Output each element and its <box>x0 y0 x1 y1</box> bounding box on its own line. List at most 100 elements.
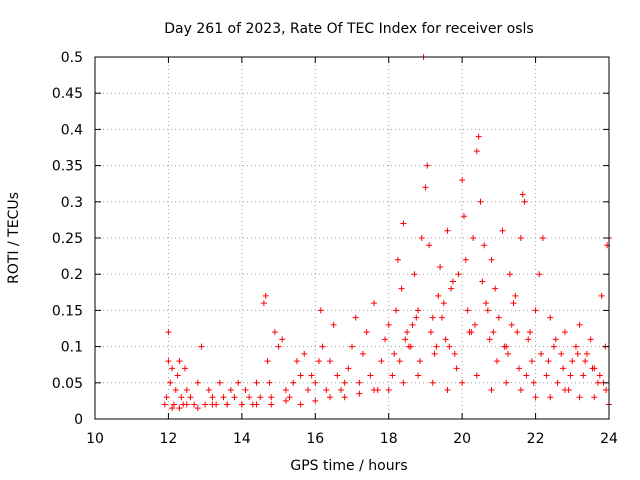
data-point <box>516 365 523 372</box>
data-point <box>400 220 407 227</box>
data-point <box>317 307 324 314</box>
data-point <box>572 343 579 350</box>
y-tick-label: 0.25 <box>52 231 83 247</box>
data-point <box>550 343 557 350</box>
data-point <box>429 379 436 386</box>
data-point <box>198 343 205 350</box>
data-point <box>345 365 352 372</box>
data-point <box>459 379 466 386</box>
data-point <box>242 387 249 394</box>
data-points <box>161 54 612 412</box>
data-point <box>510 300 517 307</box>
data-point <box>191 401 198 408</box>
data-point <box>319 343 326 350</box>
y-tick-label: 0.3 <box>61 195 83 211</box>
data-point <box>440 300 447 307</box>
data-point <box>576 321 583 328</box>
data-point <box>323 387 330 394</box>
data-point <box>165 329 172 336</box>
data-point <box>545 358 552 365</box>
data-point <box>547 314 554 321</box>
data-point <box>393 307 400 314</box>
data-point <box>536 271 543 278</box>
grid <box>95 57 609 419</box>
data-point <box>163 394 170 401</box>
data-point <box>246 394 253 401</box>
x-tick-label: 10 <box>86 431 104 447</box>
data-point <box>583 350 590 357</box>
data-point <box>416 358 423 365</box>
data-point <box>161 401 168 408</box>
data-point <box>183 401 190 408</box>
data-point <box>449 278 456 285</box>
data-point <box>488 387 495 394</box>
data-point <box>253 379 260 386</box>
data-point <box>293 358 300 365</box>
data-point <box>356 390 363 397</box>
data-point <box>257 394 264 401</box>
data-point <box>514 329 521 336</box>
data-point <box>471 321 478 328</box>
data-point <box>468 329 475 336</box>
data-point <box>194 405 201 412</box>
data-point <box>527 329 534 336</box>
data-point <box>330 321 337 328</box>
data-point <box>589 365 596 372</box>
data-point <box>460 213 467 220</box>
data-point <box>473 148 480 155</box>
data-point <box>567 372 574 379</box>
data-point <box>598 292 605 299</box>
data-point <box>341 394 348 401</box>
axis-ticks: 10 12 14 16 18 20 22 24 0 0.05 0.1 0.15 0.2 0.25 0.3 0.… <box>52 50 618 447</box>
y-tick-label: 0.5 <box>61 50 83 66</box>
data-point <box>264 358 271 365</box>
data-point <box>462 256 469 263</box>
data-point <box>532 307 539 314</box>
data-point <box>429 314 436 321</box>
data-point <box>594 379 601 386</box>
data-point <box>490 329 497 336</box>
data-point <box>167 379 174 386</box>
data-point <box>413 314 420 321</box>
data-point <box>505 350 512 357</box>
data-point <box>385 387 392 394</box>
data-point <box>402 336 409 343</box>
data-point <box>455 271 462 278</box>
data-point <box>543 372 550 379</box>
data-point <box>459 177 466 184</box>
data-point <box>382 336 389 343</box>
data-point <box>521 198 528 205</box>
x-tick-label: 18 <box>380 431 398 447</box>
data-point <box>448 285 455 292</box>
data-point <box>560 365 567 372</box>
data-point <box>539 235 546 241</box>
y-tick-label: 0.2 <box>61 267 83 283</box>
data-point <box>508 321 515 328</box>
data-point <box>290 379 297 386</box>
y-tick-label: 0.4 <box>61 122 83 138</box>
y-tick-label: 0.45 <box>52 86 83 102</box>
data-point <box>262 292 269 299</box>
data-point <box>552 336 559 343</box>
data-point <box>444 387 451 394</box>
data-point <box>315 358 322 365</box>
data-point <box>400 379 407 386</box>
data-point <box>385 321 392 328</box>
data-point <box>424 162 431 169</box>
data-point <box>282 387 289 394</box>
data-point <box>238 401 245 408</box>
data-point <box>178 394 185 401</box>
data-point <box>227 387 234 394</box>
data-point <box>483 300 490 307</box>
data-point <box>517 235 524 241</box>
data-point <box>209 394 216 401</box>
data-point <box>170 401 177 408</box>
data-point <box>444 227 451 234</box>
data-point <box>484 307 491 314</box>
data-point <box>418 235 425 241</box>
data-point <box>477 198 484 205</box>
data-point <box>275 343 282 350</box>
data-point <box>538 350 545 357</box>
data-point <box>435 292 442 299</box>
data-point <box>405 343 412 350</box>
